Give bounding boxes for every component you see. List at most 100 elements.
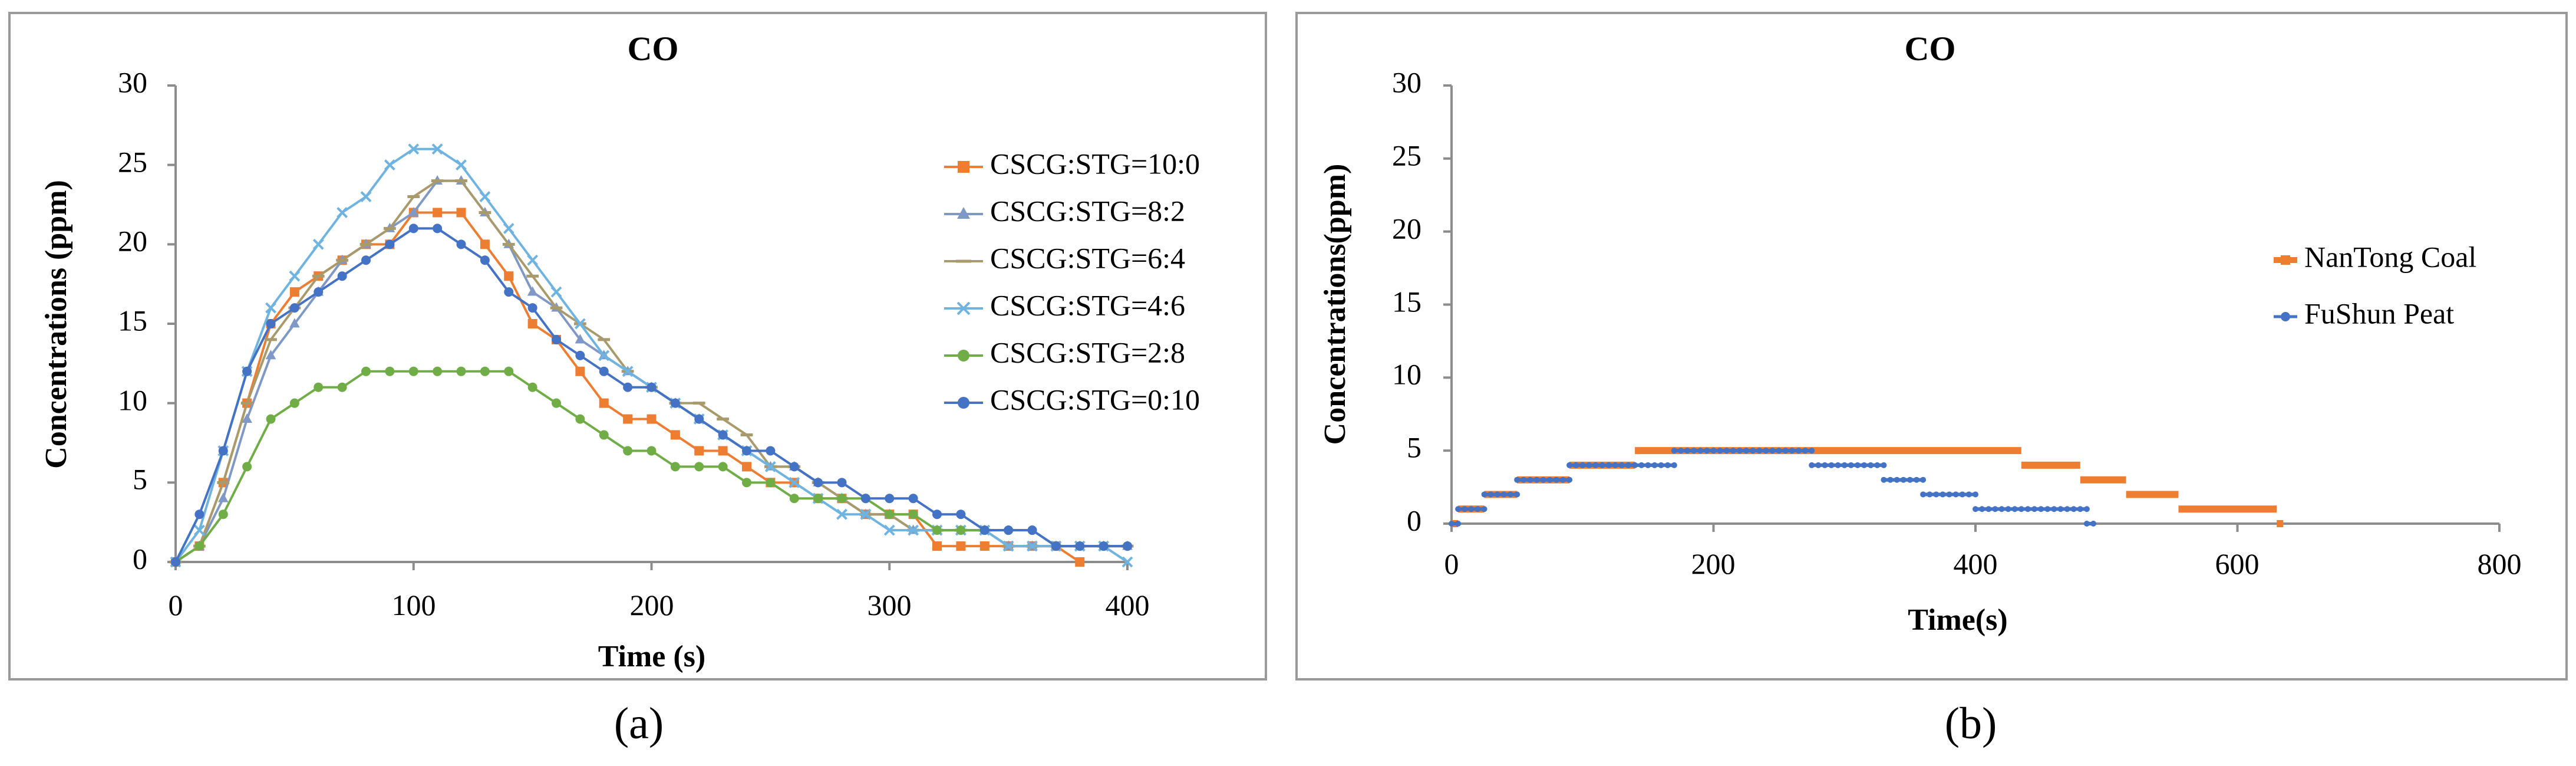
data-point: [337, 382, 347, 392]
data-point: [1913, 476, 1919, 483]
data-point: [766, 446, 776, 456]
data-point: [504, 366, 514, 376]
data-point: [670, 430, 680, 440]
data-point: [1468, 506, 1475, 512]
data-point: [1710, 448, 1717, 454]
data-point: [1573, 462, 1579, 468]
data-point: [1756, 448, 1763, 454]
data-point: [433, 223, 443, 234]
data-point: [289, 270, 301, 282]
data-point: [575, 334, 586, 344]
data-point: [764, 461, 776, 472]
data-point: [956, 509, 966, 520]
data-point: [1887, 476, 1894, 483]
panel-b-xtick: 800: [2478, 547, 2522, 580]
panel-b-ytick: 10: [1392, 357, 1421, 390]
data-point: [623, 382, 633, 392]
data-point: [1868, 462, 1874, 468]
data-point: [1985, 506, 1992, 512]
data-point: [1900, 476, 1907, 483]
data-point: [527, 319, 537, 328]
panel-b-ytick: 25: [1392, 139, 1421, 172]
data-point: [956, 525, 966, 535]
panel-b-series: [1449, 447, 2284, 527]
data-point: [408, 366, 418, 376]
data-point: [932, 525, 942, 535]
data-point: [647, 382, 657, 392]
data-point: [1769, 448, 1776, 454]
data-point: [265, 302, 276, 314]
data-point: [456, 159, 467, 171]
panel-b-frame: [1295, 12, 2568, 680]
data-point: [337, 207, 348, 218]
data-point: [289, 303, 299, 313]
data-point: [266, 414, 276, 424]
series-CSCG:STG=0:10: [171, 223, 1132, 567]
legend-label: CSCG:STG=8:2: [990, 194, 1185, 227]
data-point: [456, 366, 466, 376]
data-point: [813, 478, 823, 488]
data-point: [1795, 448, 1802, 454]
data-point: [1002, 540, 1014, 552]
data-point: [1612, 462, 1618, 468]
data-point: [504, 271, 514, 281]
data-point: [384, 159, 395, 171]
data-point: [1122, 556, 1133, 568]
data-point: [1004, 525, 1014, 535]
data-point: [908, 524, 919, 536]
data-point: [218, 446, 228, 456]
data-point: [575, 366, 585, 376]
data-point: [2064, 506, 2070, 512]
data-point: [1920, 476, 1927, 483]
legend-label: CSCG:STG=0:10: [990, 383, 1200, 416]
data-point: [1546, 476, 1553, 483]
data-point: [718, 446, 728, 456]
data-point: [1494, 491, 1500, 498]
data-point: [1579, 462, 1586, 468]
data-point: [1671, 462, 1677, 468]
panel-b-caption: (b): [1945, 699, 1997, 748]
data-point: [1822, 462, 1828, 468]
data-point: [932, 541, 942, 551]
data-point: [1455, 521, 1462, 527]
data-point: [908, 509, 918, 520]
data-point: [885, 494, 895, 504]
panel-b-xtick: 400: [1954, 547, 1998, 580]
data-point: [1815, 462, 1822, 468]
data-point: [1704, 448, 1710, 454]
panel-a-ytick: 30: [118, 65, 147, 98]
data-point: [1717, 448, 1723, 454]
data-point: [1027, 540, 1038, 552]
panel-a-xtick: 400: [1106, 589, 1150, 622]
data-point: [242, 413, 252, 423]
data-point: [1992, 506, 1998, 512]
data-point: [1566, 462, 1573, 468]
data-point: [218, 509, 228, 520]
data-point: [1123, 541, 1132, 551]
data-point: [289, 318, 300, 328]
data-point: [1586, 462, 1592, 468]
data-point: [694, 462, 704, 472]
panel-a-xtick: 0: [169, 589, 183, 622]
data-point: [1527, 476, 1533, 483]
legend-label: CSCG:STG=10:0: [990, 147, 1200, 180]
panel-b-ytick: 15: [1392, 285, 1421, 318]
data-point: [242, 462, 252, 472]
legend-marker: [958, 161, 969, 173]
data-point: [456, 208, 466, 218]
data-point: [789, 462, 799, 472]
data-point: [550, 286, 562, 298]
data-point: [1763, 448, 1769, 454]
data-point: [1027, 525, 1037, 535]
data-point: [1952, 491, 1959, 498]
data-point: [1684, 448, 1691, 454]
data-point: [1927, 491, 1933, 498]
panel-a-xtick: 300: [868, 589, 912, 622]
data-point: [171, 557, 180, 567]
data-point: [789, 494, 799, 504]
data-point: [574, 318, 586, 330]
data-point: [433, 366, 443, 376]
data-point: [1881, 476, 1887, 483]
data-point: [1487, 491, 1494, 498]
data-point: [1455, 506, 1462, 512]
